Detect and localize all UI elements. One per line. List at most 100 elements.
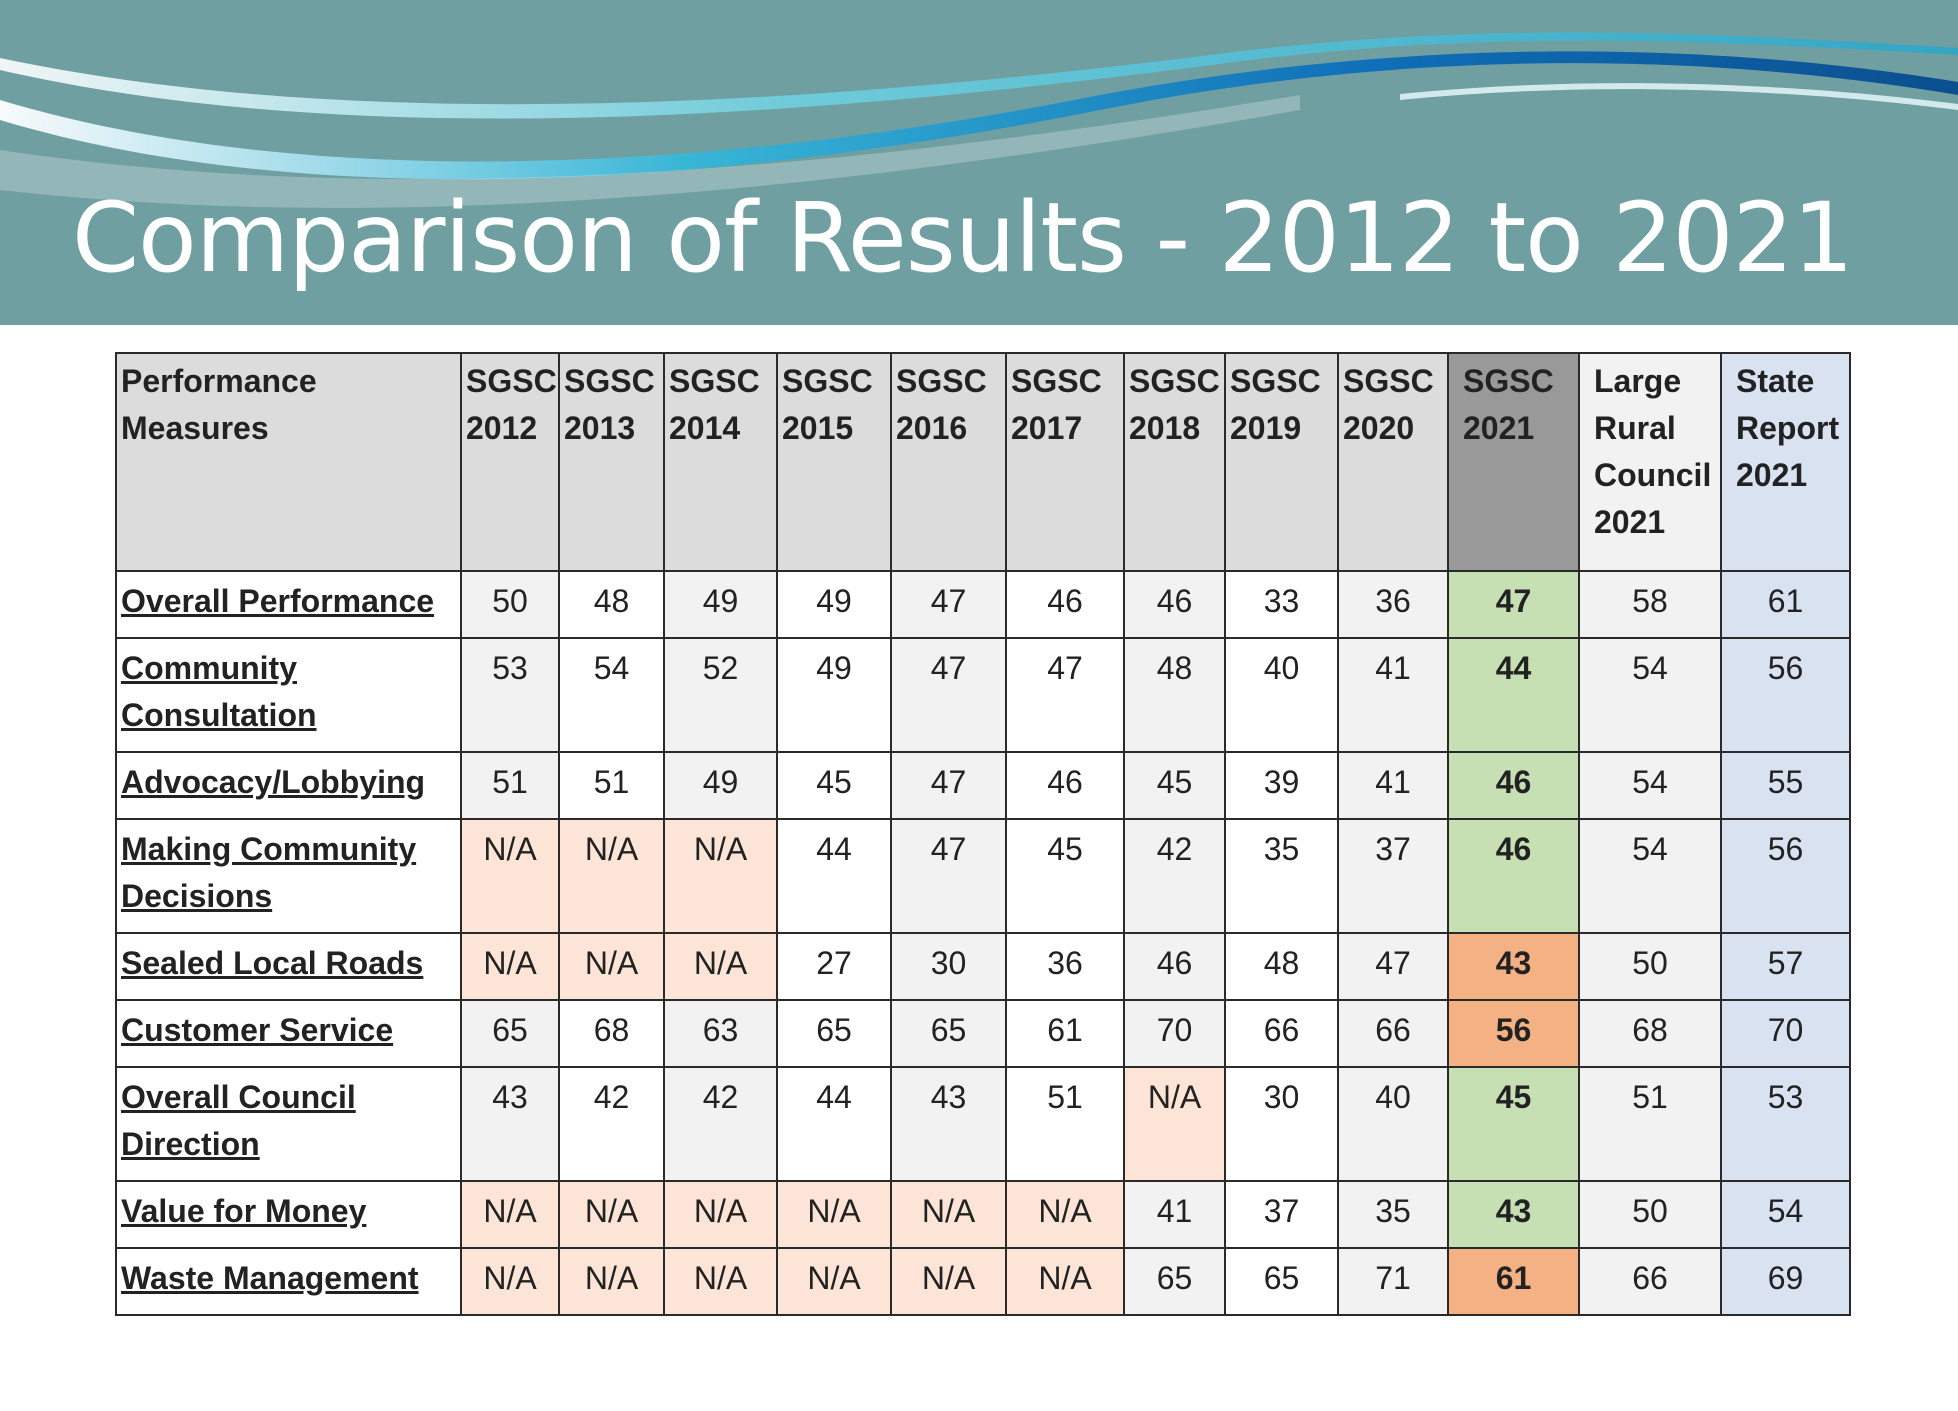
value-cell: 43 <box>1447 1180 1580 1249</box>
measure-cell: Advocacy/Lobbying <box>115 751 462 820</box>
value-cell: N/A <box>663 818 778 934</box>
value-cell: 47 <box>890 637 1007 753</box>
measure-label[interactable]: Overall Performance <box>121 583 435 619</box>
value-cell: 36 <box>1337 570 1449 639</box>
value-cell: 47 <box>890 751 1007 820</box>
value-cell: 27 <box>776 932 892 1001</box>
header-row: Performance Measures SGSC 2012 SGSC 2013… <box>115 352 1851 572</box>
table-row: Value for Money N/A N/A N/A N/A N/A N/A 41 37 35 4… <box>115 1180 1851 1249</box>
value-cell: 47 <box>890 818 1007 934</box>
measure-label[interactable]: Overall Council Direction <box>121 1079 356 1162</box>
value-cell: 45 <box>1123 751 1226 820</box>
value-cell: 47 <box>890 570 1007 639</box>
value-cell: 61 <box>1447 1247 1580 1316</box>
value-cell: 71 <box>1337 1247 1449 1316</box>
value-cell: N/A <box>663 1180 778 1249</box>
value-cell: 39 <box>1224 751 1339 820</box>
measure-cell: Sealed Local Roads <box>115 932 462 1001</box>
value-cell: 48 <box>1224 932 1339 1001</box>
col-header-measures: Performance Measures <box>115 352 462 572</box>
value-cell: N/A <box>460 932 560 1001</box>
table-row: Advocacy/Lobbying 51 51 49 45 47 46 45 39 41 46 54 5… <box>115 751 1851 820</box>
value-cell: N/A <box>890 1180 1007 1249</box>
value-cell: 56 <box>1447 999 1580 1068</box>
value-cell: 42 <box>663 1066 778 1182</box>
value-cell: 51 <box>460 751 560 820</box>
value-cell: N/A <box>460 818 560 934</box>
value-cell: 37 <box>1337 818 1449 934</box>
measure-label[interactable]: Community Consultation <box>121 650 317 733</box>
value-cell: 66 <box>1224 999 1339 1068</box>
measure-cell: Waste Management <box>115 1247 462 1316</box>
value-cell: N/A <box>1123 1066 1226 1182</box>
value-cell: 46 <box>1005 751 1125 820</box>
measure-label[interactable]: Value for Money <box>121 1193 367 1229</box>
value-cell: 68 <box>558 999 665 1068</box>
results-table: Performance Measures SGSC 2012 SGSC 2013… <box>115 352 1851 1316</box>
value-cell: N/A <box>1005 1247 1125 1316</box>
col-header-state: State Report 2021 <box>1720 352 1851 572</box>
value-cell: N/A <box>558 818 665 934</box>
value-cell: 47 <box>1337 932 1449 1001</box>
value-cell: 37 <box>1224 1180 1339 1249</box>
col-header-2018: SGSC 2018 <box>1123 352 1226 572</box>
value-cell: 44 <box>776 1066 892 1182</box>
value-cell: 40 <box>1224 637 1339 753</box>
col-header-2012: SGSC 2012 <box>460 352 560 572</box>
measure-label[interactable]: Advocacy/Lobbying <box>121 764 426 800</box>
value-cell: 50 <box>460 570 560 639</box>
value-cell: 69 <box>1720 1247 1851 1316</box>
value-cell: 61 <box>1005 999 1125 1068</box>
value-cell: 46 <box>1447 751 1580 820</box>
measure-label[interactable]: Making Community Decisions <box>121 831 417 914</box>
value-cell: 51 <box>1005 1066 1125 1182</box>
page-title: Comparison of Results - 2012 to 2021 <box>72 182 1854 294</box>
table-row: Sealed Local Roads N/A N/A N/A 27 30 36 46 48 47 4… <box>115 932 1851 1001</box>
table-row: Customer Service 65 68 63 65 65 61 70 66 66 56 68 70 <box>115 999 1851 1068</box>
value-cell: 55 <box>1720 751 1851 820</box>
value-cell: 46 <box>1447 818 1580 934</box>
wave-graphic <box>0 32 1958 208</box>
value-cell: 40 <box>1337 1066 1449 1182</box>
col-header-2020: SGSC 2020 <box>1337 352 1449 572</box>
value-cell: 45 <box>776 751 892 820</box>
value-cell: 47 <box>1005 637 1125 753</box>
measure-cell: Community Consultation <box>115 637 462 753</box>
value-cell: 51 <box>558 751 665 820</box>
measure-cell: Overall Performance <box>115 570 462 639</box>
value-cell: 30 <box>890 932 1007 1001</box>
measure-label[interactable]: Sealed Local Roads <box>121 945 424 981</box>
value-cell: 57 <box>1720 932 1851 1001</box>
measure-cell: Value for Money <box>115 1180 462 1249</box>
value-cell: 66 <box>1337 999 1449 1068</box>
value-cell: 65 <box>460 999 560 1068</box>
results-table-wrap: Performance Measures SGSC 2012 SGSC 2013… <box>115 352 1851 1316</box>
value-cell: 66 <box>1578 1247 1722 1316</box>
value-cell: 56 <box>1720 818 1851 934</box>
value-cell: N/A <box>558 1247 665 1316</box>
table-row: Overall Performance 50 48 49 49 47 46 46 33 36 47 5… <box>115 570 1851 639</box>
value-cell: N/A <box>776 1247 892 1316</box>
value-cell: N/A <box>663 932 778 1001</box>
value-cell: 49 <box>663 570 778 639</box>
value-cell: 33 <box>1224 570 1339 639</box>
measure-label[interactable]: Customer Service <box>121 1012 394 1048</box>
col-header-large-rural: Large Rural Council 2021 <box>1578 352 1722 572</box>
measure-label[interactable]: Waste Management <box>121 1260 419 1296</box>
value-cell: 41 <box>1123 1180 1226 1249</box>
value-cell: N/A <box>776 1180 892 1249</box>
value-cell: 46 <box>1123 932 1226 1001</box>
value-cell: N/A <box>460 1247 560 1316</box>
value-cell: 70 <box>1720 999 1851 1068</box>
col-header-2014: SGSC 2014 <box>663 352 778 572</box>
value-cell: 45 <box>1447 1066 1580 1182</box>
value-cell: 42 <box>1123 818 1226 934</box>
value-cell: 44 <box>1447 637 1580 753</box>
value-cell: 56 <box>1720 637 1851 753</box>
value-cell: 68 <box>1578 999 1722 1068</box>
value-cell: 54 <box>1578 751 1722 820</box>
value-cell: 53 <box>1720 1066 1851 1182</box>
col-header-2017: SGSC 2017 <box>1005 352 1125 572</box>
value-cell: 35 <box>1224 818 1339 934</box>
value-cell: 54 <box>1578 818 1722 934</box>
